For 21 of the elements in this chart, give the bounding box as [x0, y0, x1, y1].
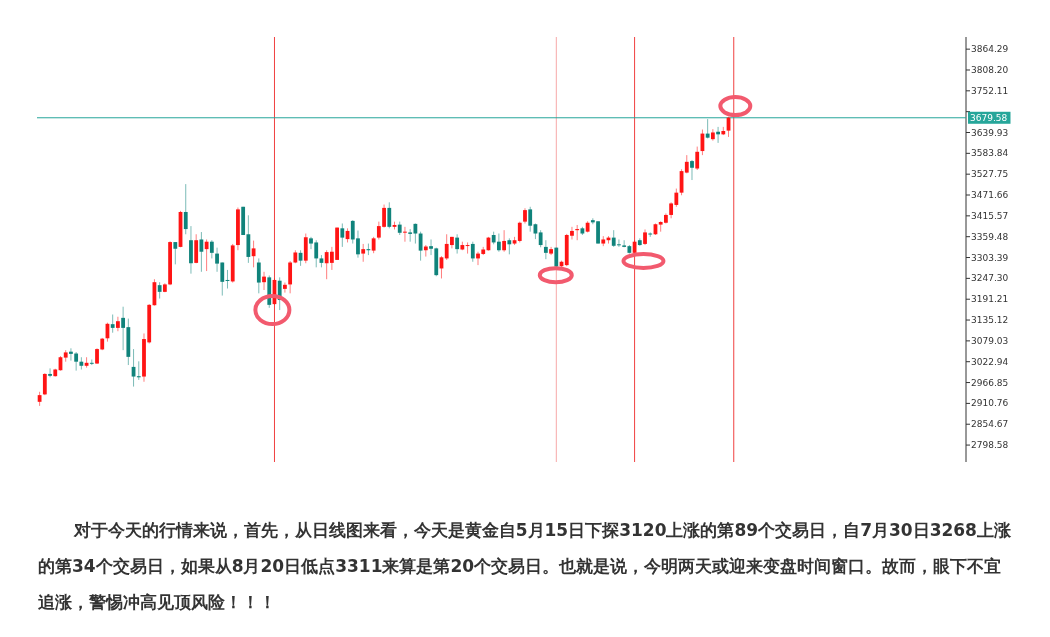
- y-tick-label: 3359.48: [971, 231, 1009, 242]
- y-tick-label: 3808.20: [971, 64, 1009, 75]
- ref-line-label: 3679.58: [970, 112, 1008, 123]
- y-tick-label: 3303.39: [971, 252, 1009, 263]
- y-tick-label: 3471.66: [971, 190, 1009, 201]
- y-tick-label: 3079.03: [971, 335, 1009, 346]
- y-tick-label: 3415.57: [971, 210, 1009, 221]
- y-tick-label: 3752.11: [971, 85, 1009, 96]
- y-tick-label: 2798.58: [971, 440, 1009, 451]
- y-tick-label: 2966.85: [971, 377, 1009, 388]
- y-tick-label: 3527.75: [971, 169, 1009, 180]
- y-tick-label: 3864.29: [971, 44, 1009, 55]
- y-tick-label: 3583.84: [971, 148, 1009, 159]
- y-tick-label: 2854.67: [971, 419, 1009, 430]
- text: 对于今天的行情来说，首先，从日线图来看，今天是黄金自5月15日下探3120上涨的第89个交易日，自7月30日3268上涨的第34个交易日，如果从8月20日低点3311来算是第20个交易日。也就是说，今明两天或迎来变盘时间窗口。故而，眼下不宜追涨，警惕冲高见顶风险！！！: [38, 519, 1012, 614]
- y-tick-label: 2910.76: [971, 398, 1009, 409]
- y-tick-label: 3639.93: [971, 127, 1009, 138]
- y-tick-label: 3135.12: [971, 315, 1009, 326]
- y-tick-label: 3022.94: [971, 356, 1009, 367]
- y-tick-label: 3191.21: [971, 294, 1009, 305]
- y-tick-label: 3247.30: [971, 273, 1009, 284]
